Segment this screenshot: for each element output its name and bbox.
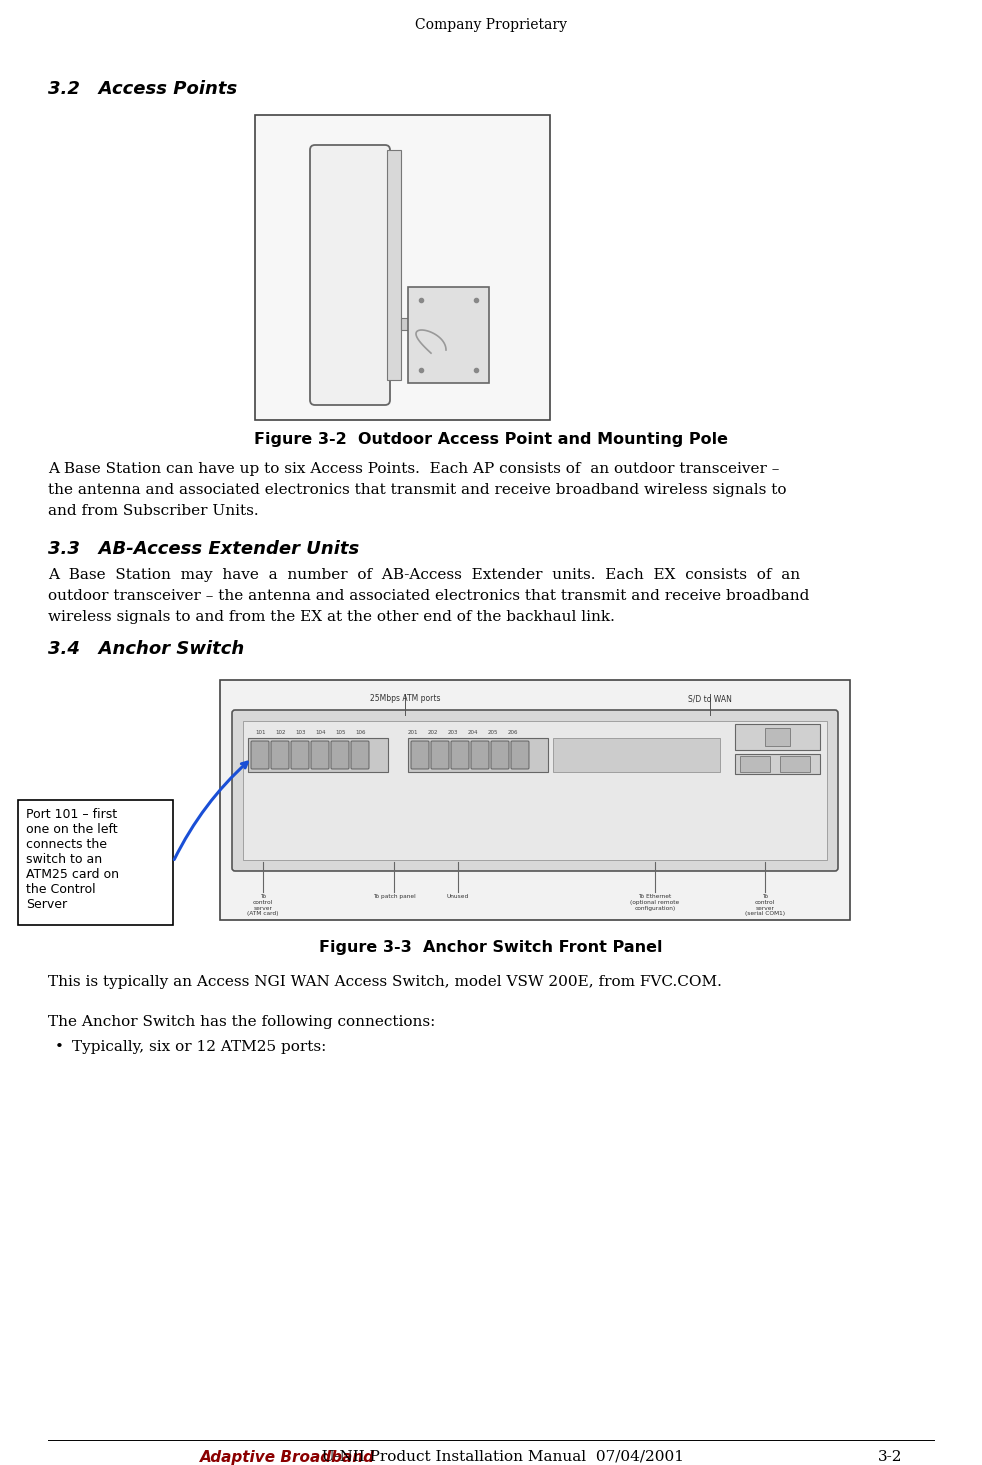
FancyBboxPatch shape: [408, 287, 489, 382]
FancyBboxPatch shape: [291, 741, 309, 769]
Text: wireless signals to and from the EX at the other end of the backhaul link.: wireless signals to and from the EX at t…: [48, 609, 615, 624]
Text: outdoor transceiver – the antenna and associated electronics that transmit and r: outdoor transceiver – the antenna and as…: [48, 589, 809, 604]
Bar: [408, 738, 548, 772]
FancyBboxPatch shape: [311, 741, 329, 769]
Text: A Base Station can have up to six Access Points.  Each AP consists of  an outdoo: A Base Station can have up to six Access…: [48, 461, 780, 476]
Text: Typically, six or 12 ATM25 ports:: Typically, six or 12 ATM25 ports:: [72, 1040, 326, 1053]
Bar: [765, 728, 790, 746]
Bar: [740, 756, 770, 772]
Bar: [401, 318, 431, 330]
Bar: [248, 738, 388, 772]
Text: 25Mbps ATM ports: 25Mbps ATM ports: [370, 694, 440, 703]
Text: The Anchor Switch has the following connections:: The Anchor Switch has the following conn…: [48, 1015, 435, 1028]
Text: 102: 102: [276, 730, 286, 735]
FancyBboxPatch shape: [331, 741, 349, 769]
Text: the antenna and associated electronics that transmit and receive broadband wirel: the antenna and associated electronics t…: [48, 483, 787, 497]
Text: Figure 3-3  Anchor Switch Front Panel: Figure 3-3 Anchor Switch Front Panel: [319, 941, 663, 955]
Text: 101: 101: [255, 730, 266, 735]
Bar: [387, 149, 401, 379]
Text: S/D to WAN: S/D to WAN: [688, 694, 732, 703]
Text: This is typically an Access NGI WAN Access Switch, model VSW 200E, from FVC.COM.: This is typically an Access NGI WAN Acce…: [48, 976, 722, 989]
Text: Figure 3-2  Outdoor Access Point and Mounting Pole: Figure 3-2 Outdoor Access Point and Moun…: [254, 432, 728, 447]
FancyBboxPatch shape: [511, 741, 529, 769]
Text: 206: 206: [508, 730, 518, 735]
Text: •: •: [55, 1040, 64, 1053]
Bar: [735, 754, 820, 774]
Text: To patch panel: To patch panel: [372, 894, 415, 900]
Text: Unused: Unused: [447, 894, 469, 900]
Text: To Ethernet
(optional remote
configuration): To Ethernet (optional remote configurati…: [630, 894, 680, 911]
Text: 105: 105: [336, 730, 347, 735]
FancyBboxPatch shape: [451, 741, 469, 769]
Bar: [243, 721, 827, 860]
Text: 202: 202: [428, 730, 438, 735]
FancyBboxPatch shape: [491, 741, 509, 769]
FancyBboxPatch shape: [310, 145, 390, 404]
FancyBboxPatch shape: [251, 741, 269, 769]
Text: 104: 104: [316, 730, 326, 735]
FancyBboxPatch shape: [232, 711, 838, 872]
Text: To
control
server
(ATM card): To control server (ATM card): [247, 894, 279, 917]
Bar: [780, 756, 810, 772]
Bar: [553, 738, 720, 772]
Text: 201: 201: [408, 730, 418, 735]
Text: Company Proprietary: Company Proprietary: [415, 18, 567, 32]
Text: 3.2   Access Points: 3.2 Access Points: [48, 81, 238, 98]
FancyBboxPatch shape: [351, 741, 369, 769]
Text: 106: 106: [355, 730, 366, 735]
Text: 3.4   Anchor Switch: 3.4 Anchor Switch: [48, 640, 245, 658]
Text: 203: 203: [448, 730, 459, 735]
Bar: [255, 114, 550, 420]
Bar: [735, 724, 820, 750]
Text: 204: 204: [467, 730, 478, 735]
Bar: [18, 800, 173, 924]
Text: A  Base  Station  may  have  a  number  of  AB-Access  Extender  units.  Each  E: A Base Station may have a number of AB-A…: [48, 568, 800, 582]
Text: 3.3   AB-Access Extender Units: 3.3 AB-Access Extender Units: [48, 541, 359, 558]
Text: Port 101 – first
one on the left
connects the
switch to an
ATM25 card on
the Con: Port 101 – first one on the left connect…: [26, 809, 119, 911]
Bar: [220, 680, 850, 920]
FancyBboxPatch shape: [471, 741, 489, 769]
Text: 205: 205: [488, 730, 498, 735]
Text: 103: 103: [296, 730, 306, 735]
FancyBboxPatch shape: [271, 741, 289, 769]
FancyBboxPatch shape: [411, 741, 429, 769]
Text: Adaptive Broadband: Adaptive Broadband: [200, 1450, 375, 1465]
Text: and from Subscriber Units.: and from Subscriber Units.: [48, 504, 258, 519]
Text: U-NII Product Installation Manual  07/04/2001: U-NII Product Installation Manual 07/04/…: [312, 1450, 684, 1464]
Text: To
control
server
(serial COM1): To control server (serial COM1): [745, 894, 785, 917]
FancyBboxPatch shape: [431, 741, 449, 769]
Text: 3-2: 3-2: [878, 1450, 902, 1464]
